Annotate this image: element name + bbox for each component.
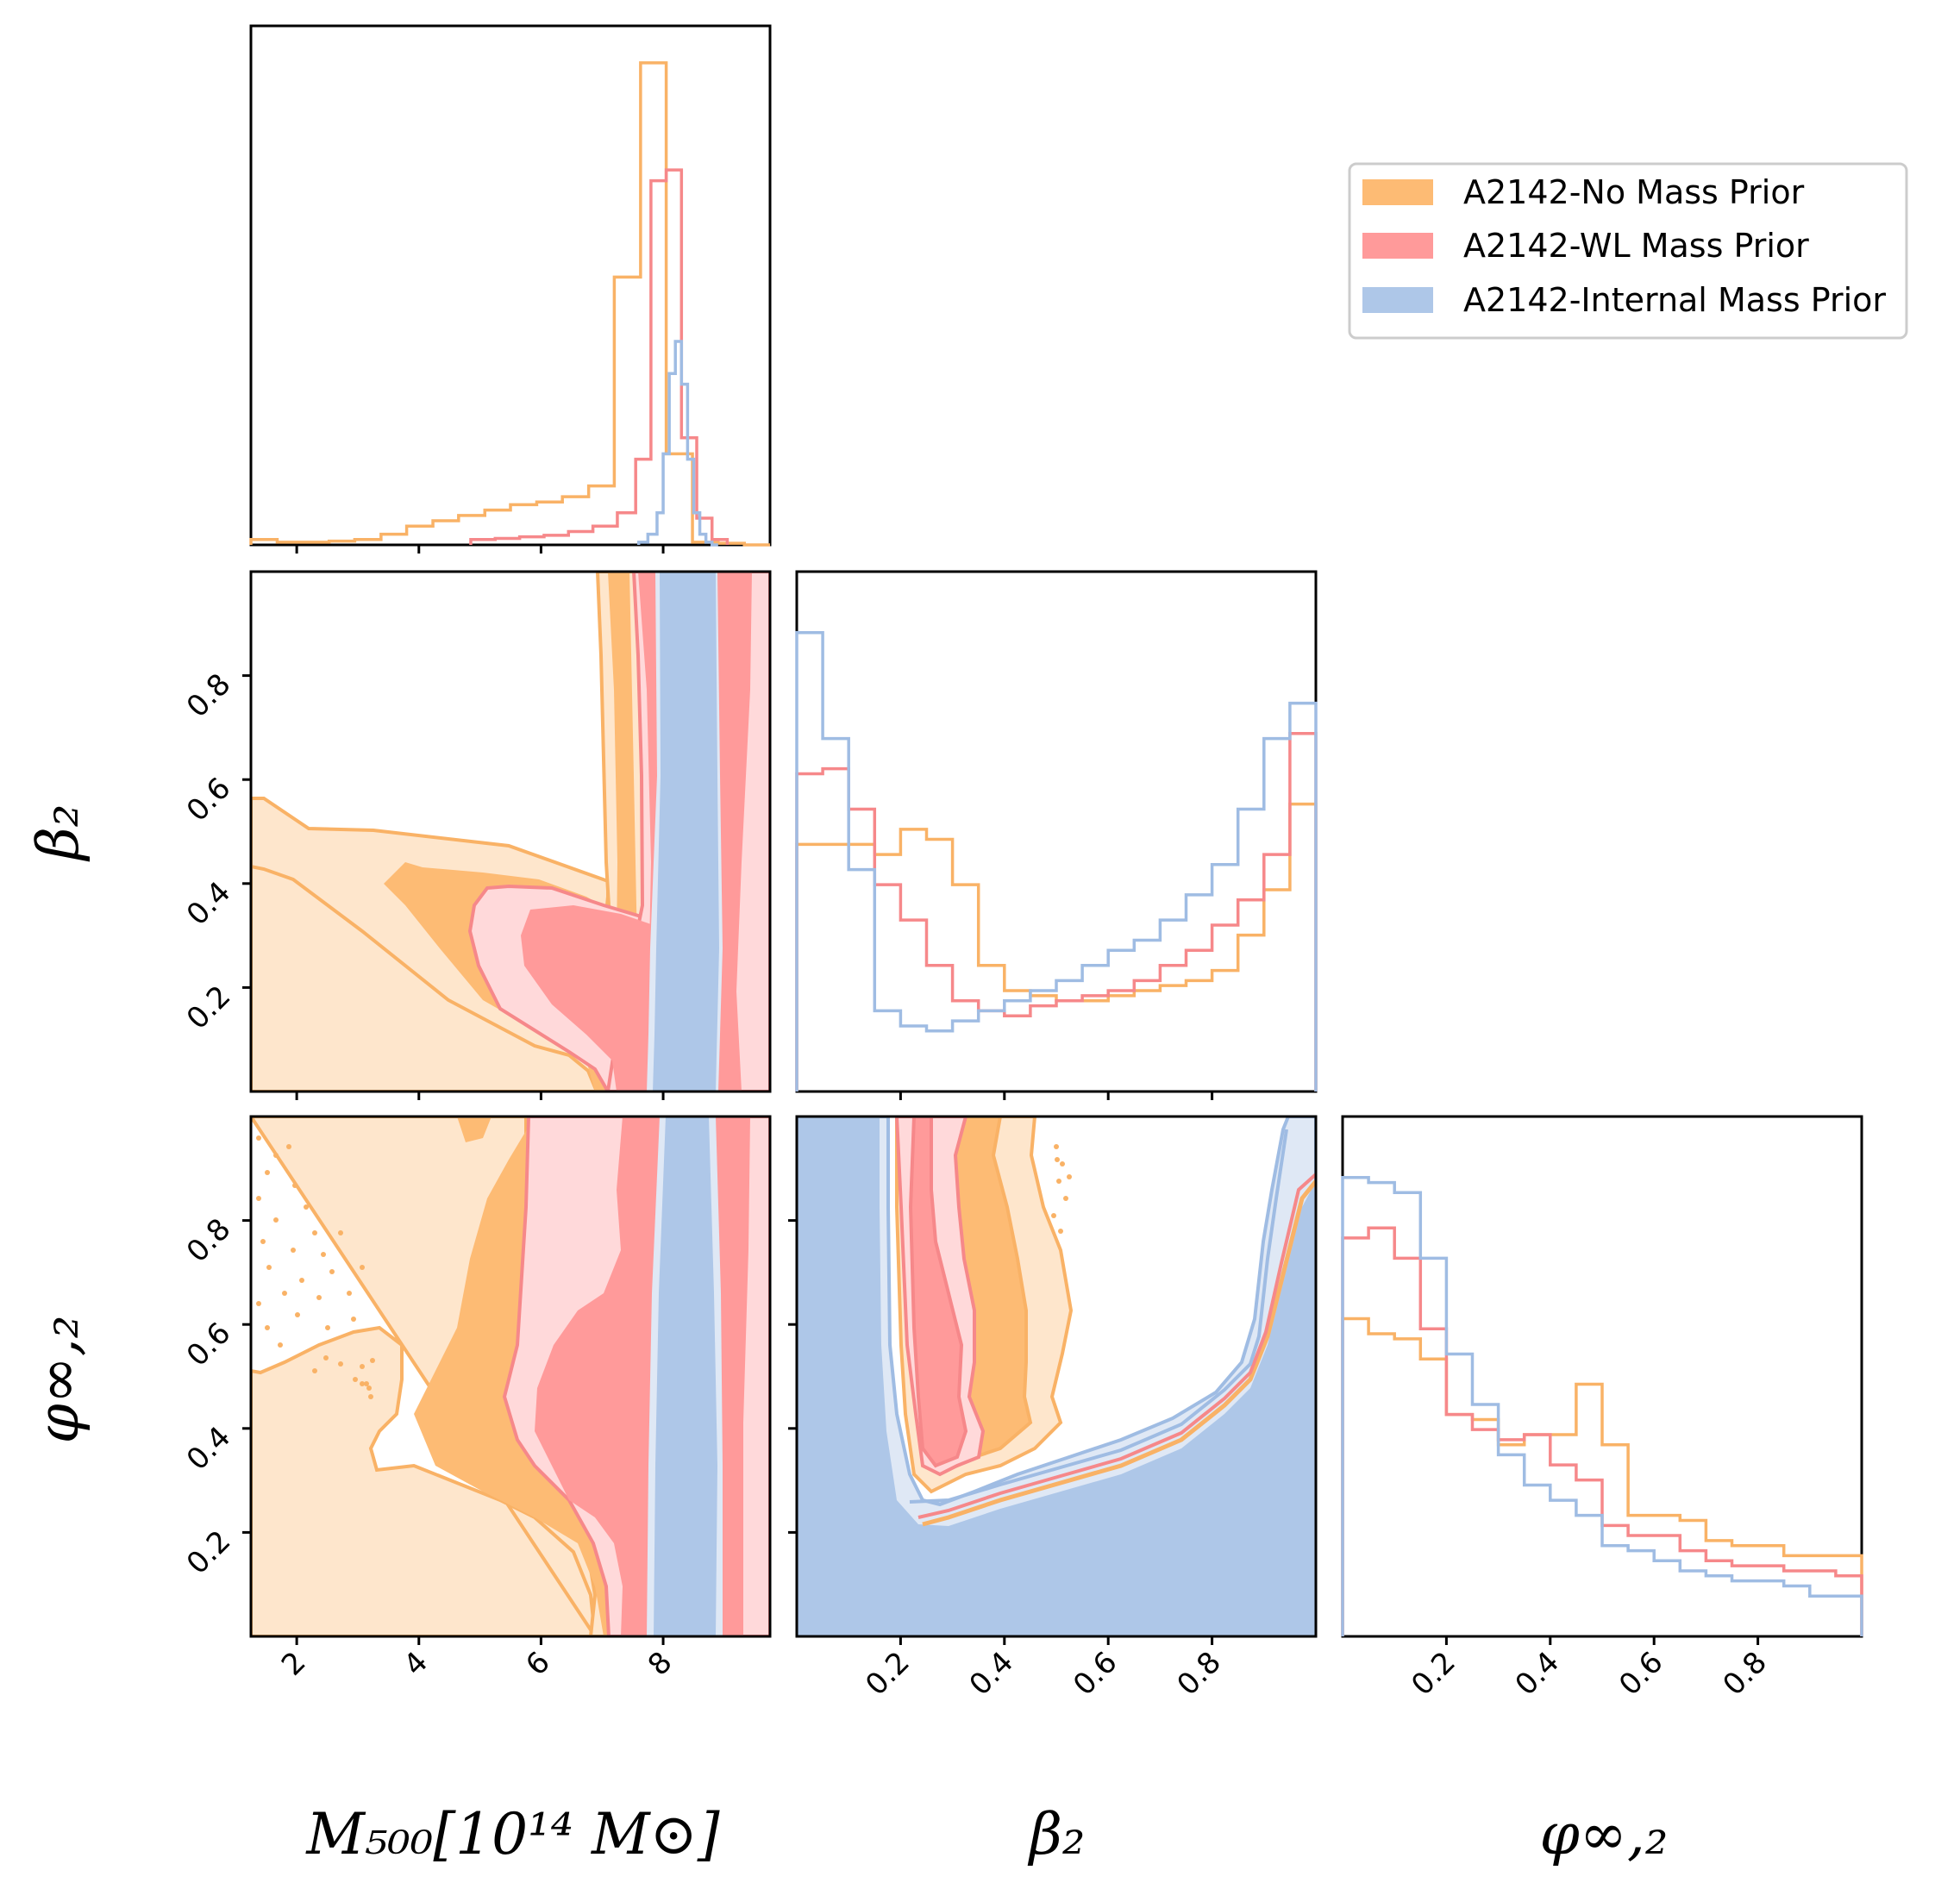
x-beta2-tick-label: 0.2 [859,1645,917,1703]
y-phi2-tick-label: 0.4 [180,1420,238,1478]
hist-m500-no-mass-line [249,61,770,547]
legend: A2142-No Mass Prior A2142-WL Mass Prior … [1348,162,1908,340]
y-beta2-tick-label: 0.6 [180,771,238,829]
hist-phi2-no-mass-line [1341,1317,1863,1636]
wl-68-region [521,905,655,1091]
legend-label-internal-mass: A2142-Internal Mass Prior [1463,281,1886,319]
x-phi2-tick-label: 0.8 [1716,1645,1774,1703]
hist-phi2-wl-mass-line [1341,1226,1863,1636]
panel-frame-1-0 [249,570,772,1093]
scatter-points [1051,1144,1072,1234]
boundary-curve-lines [909,1129,1288,1504]
boundary-curve-lines [917,1173,1316,1519]
scatter-points [256,1135,375,1399]
y-phi2-tick-label: 0.2 [180,1523,238,1581]
panel-frame-2-1 [795,1115,1318,1638]
x-m500-tick-label: 8 [642,1645,679,1683]
legend-swatch-internal-mass [1362,287,1433,313]
x-beta2-tick-label: 0.4 [963,1645,1021,1703]
x-beta2-tick-label: 0.8 [1170,1645,1228,1703]
contour-m500-beta2 [251,572,770,1091]
y-beta2-tick-label: 0.4 [180,875,238,933]
y-axis-title-phi2: φ∞,₂ [25,1316,91,1444]
x-m500-tick-label: 2 [275,1645,313,1683]
internal-68-region [797,1117,1316,1636]
y-axis-title-beta2: β₂ [25,804,91,863]
hist-m500-internal-mass-line [636,340,718,547]
x-m500-tick-label: 6 [519,1645,557,1683]
internal-68-band [653,572,719,1091]
legend-frame [1348,162,1908,340]
boundary-curve-lines [922,1179,1316,1527]
legend-label-wl-mass: A2142-WL Mass Prior [1463,227,1809,265]
hist-beta2-internal-mass-line [795,630,1318,1091]
y-beta2-tick-label: 0.8 [180,667,238,725]
panel-frame-0-0 [249,24,772,547]
x-axis-title-beta2: β₂ [1027,1801,1086,1867]
wl-68-region [908,1117,968,1468]
x-axis-title-m500: M₅₀₀[10¹⁴ M⊙] [305,1801,719,1867]
legend-label-no-mass: A2142-No Mass Prior [1463,173,1805,211]
x-phi2-tick-label: 0.4 [1509,1645,1567,1703]
x-axis-title-phi2: φ∞,₂ [1540,1801,1669,1867]
contour-beta2-phi2 [797,1117,1316,1636]
internal-68-band [654,1117,717,1636]
y-beta2-tick-label: 0.2 [180,979,238,1036]
y-phi2-tick-label: 0.6 [180,1316,238,1373]
histograms [249,61,1863,1636]
x-phi2-tick-label: 0.6 [1612,1645,1670,1703]
contour-m500-phi2 [251,1117,770,1636]
panel-frame-2-0 [249,1115,772,1638]
panel-frames [249,24,1863,1638]
hist-m500-wl-mass-line [469,168,730,545]
legend-swatch-no-mass [1362,179,1433,205]
hist-phi2-internal-mass-line [1341,1175,1863,1636]
x-phi2-tick-label: 0.2 [1405,1645,1462,1703]
x-beta2-tick-label: 0.6 [1067,1645,1124,1703]
no-mass-68-corner [457,1117,492,1142]
y-phi2-tick-label: 0.8 [180,1212,238,1270]
legend-swatch-wl-mass [1362,233,1433,259]
x-m500-tick-label: 4 [398,1645,435,1683]
